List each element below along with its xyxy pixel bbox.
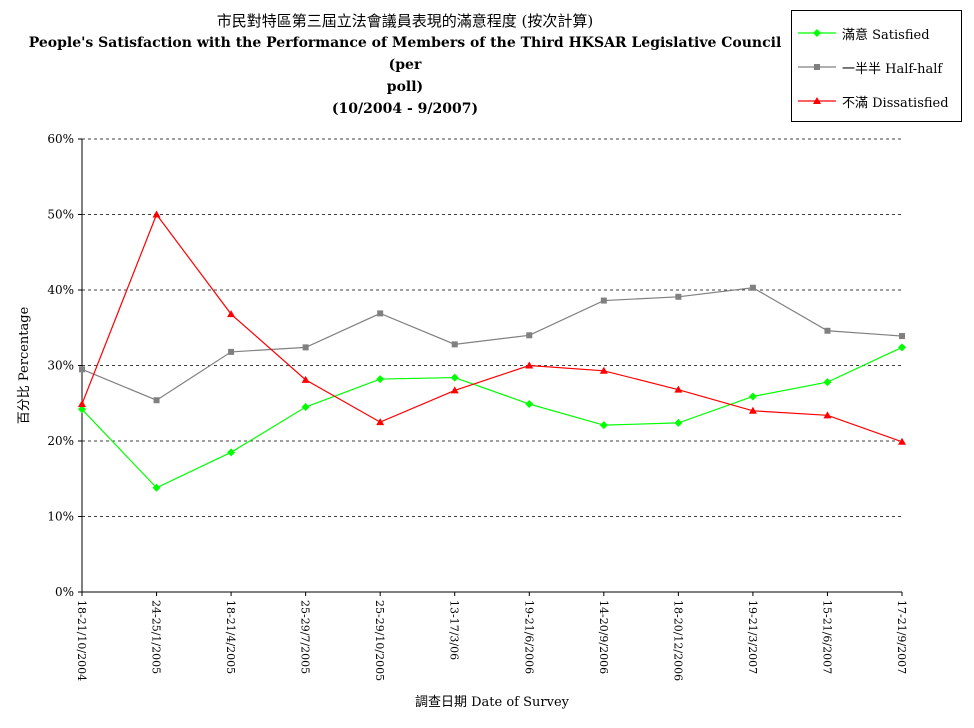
data-point-half-half-7: [600, 297, 607, 304]
x-tick-label-4: 25-29/10/2005: [373, 600, 386, 681]
data-point-dissatisfied-0: [78, 400, 86, 408]
data-point-satisfied-7: [599, 421, 608, 430]
data-point-dissatisfied-3: [301, 375, 310, 383]
series-line-dissatisfied: [81, 213, 903, 443]
data-point-satisfied-1: [152, 483, 161, 492]
chart-title-block: 市民對特區第三屆立法會議員表現的滿意程度 (按次計算) People's Sat…: [10, 10, 800, 120]
x-tick-label-9: 19-21/3/2007: [746, 600, 759, 674]
data-point-dissatisfied-8: [674, 385, 683, 393]
data-point-half-half-11: [899, 333, 905, 340]
data-point-satisfied-0: [78, 405, 86, 414]
data-point-half-half-0: [79, 366, 85, 373]
y-tick-label-1: 10%: [47, 510, 74, 524]
chart-subtitle: (10/2004 - 9/2007): [331, 101, 479, 117]
x-tick-label-8: 18-20/12/2006: [671, 600, 684, 681]
data-point-satisfied-9: [748, 392, 757, 401]
chart-title-zh: 市民對特區第三屆立法會議員表現的滿意程度 (按次計算): [216, 12, 594, 30]
data-point-satisfied-10: [823, 378, 832, 387]
data-point-half-half-6: [526, 332, 533, 339]
x-axis-title: 調查日期 Date of Survey: [415, 695, 570, 710]
x-tick-label-3: 25-29/7/2005: [299, 600, 312, 674]
x-tick-label-2: 18-21/4/2005: [224, 600, 237, 674]
data-point-satisfied-8: [674, 418, 683, 427]
legend-swatch-satisfied: [798, 29, 836, 37]
data-point-dissatisfied-2: [227, 310, 236, 318]
data-point-dissatisfied-11: [898, 437, 906, 445]
data-point-satisfied-11: [898, 343, 906, 352]
x-tick-label-6: 19-21/6/2006: [522, 600, 535, 674]
y-axis-title: 百分比 Percentage: [17, 306, 32, 424]
x-tick-label-7: 14-20/9/2006: [597, 600, 610, 674]
data-point-half-half-1: [153, 397, 160, 404]
data-point-satisfied-6: [525, 400, 534, 409]
data-point-dissatisfied-6: [525, 361, 534, 369]
legend-label-satisfied: 滿意 Satisfied: [842, 27, 930, 43]
data-point-half-half-3: [302, 344, 309, 351]
chart-title-en-line1: People's Satisfaction with the Performan…: [28, 35, 782, 73]
legend-swatch-dissatisfied: [798, 97, 836, 104]
y-tick-label-6: 60%: [47, 132, 74, 146]
legend-item-half-half: 一半半 Half-half: [792, 56, 942, 78]
data-point-satisfied-3: [301, 403, 310, 412]
chart-legend: 滿意 Satisfied 一半半 Half-half 不滿 Dissatisfi…: [791, 10, 962, 122]
data-point-dissatisfied-1: [152, 210, 161, 218]
chart-title-en-line2: poll): [386, 79, 424, 95]
y-tick-label-4: 40%: [47, 283, 74, 297]
data-point-satisfied-2: [227, 448, 236, 457]
data-point-dissatisfied-4: [376, 418, 385, 426]
series-line-half-half: [81, 287, 903, 401]
data-point-satisfied-4: [376, 375, 385, 384]
legend-swatch-half-half: [798, 64, 836, 70]
y-tick-label-2: 20%: [47, 434, 74, 448]
legend-label-dissatisfied: 不滿 Dissatisfied: [842, 95, 949, 111]
y-tick-label-3: 30%: [47, 359, 74, 373]
data-point-dissatisfied-9: [748, 406, 757, 414]
data-point-half-half-2: [228, 348, 235, 355]
data-point-dissatisfied-7: [599, 366, 608, 374]
legend-label-half-half: 一半半 Half-half: [842, 61, 943, 77]
data-point-half-half-8: [675, 293, 682, 300]
data-point-half-half-9: [749, 284, 756, 291]
data-point-satisfied-5: [450, 373, 459, 382]
series-line-satisfied: [81, 346, 903, 489]
data-point-dissatisfied-10: [823, 411, 832, 419]
legend-item-dissatisfied: 不滿 Dissatisfied: [792, 90, 949, 112]
data-point-half-half-4: [377, 310, 384, 317]
data-point-half-half-5: [451, 341, 458, 348]
legend-item-satisfied: 滿意 Satisfied: [792, 22, 930, 44]
x-tick-label-5: 13-17/3/06: [448, 600, 461, 660]
x-tick-label-1: 24-25/1/2005: [150, 600, 163, 674]
x-tick-label-0: 18-21/10/2004: [75, 600, 88, 681]
data-point-dissatisfied-5: [450, 386, 459, 394]
x-tick-label-10: 15-21/6/2007: [820, 600, 833, 674]
x-tick-label-11: 17-21/9/2007: [895, 600, 908, 674]
y-tick-label-0: 0%: [55, 585, 74, 599]
y-tick-label-5: 50%: [47, 208, 74, 222]
data-point-half-half-10: [824, 327, 831, 334]
